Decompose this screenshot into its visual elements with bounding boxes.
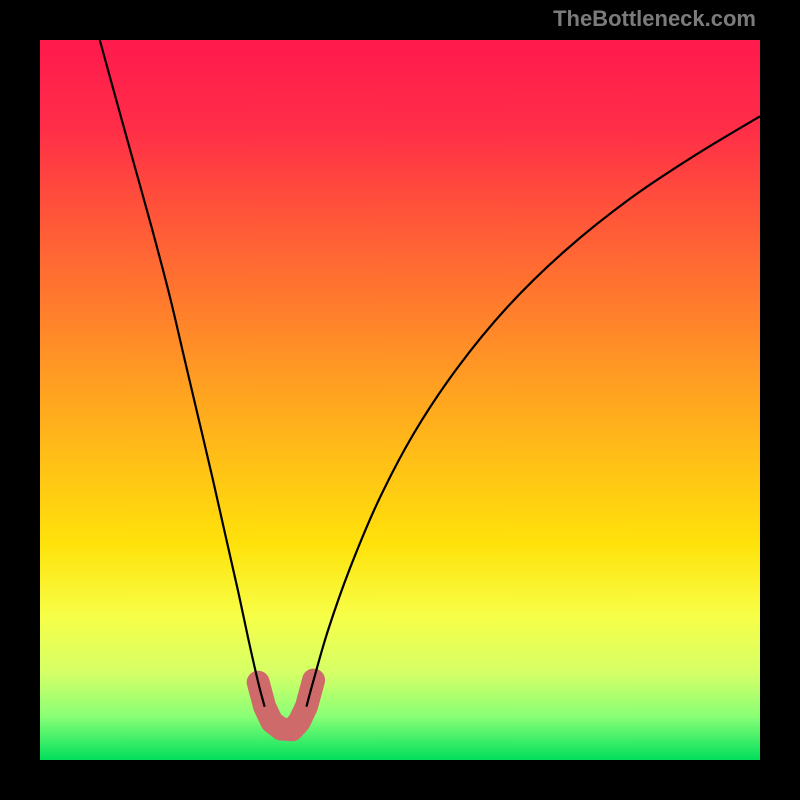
chart-root: TheBottleneck.com: [0, 0, 800, 800]
curve-layer: [40, 40, 760, 760]
valley-marker: [258, 680, 313, 730]
watermark-text: TheBottleneck.com: [553, 6, 756, 32]
plot-area: [40, 40, 760, 760]
curve-right-branch: [306, 116, 760, 706]
curve-left-branch: [100, 40, 265, 707]
